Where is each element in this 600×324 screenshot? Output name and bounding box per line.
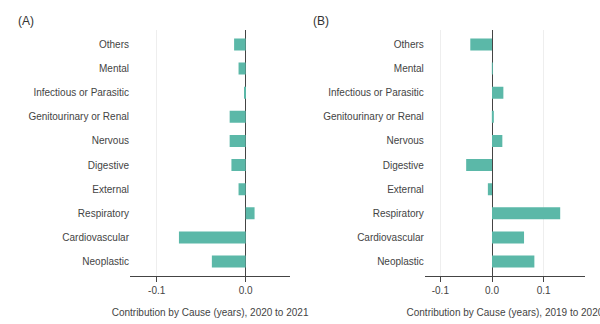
svg-text:Genitourinary or Renal: Genitourinary or Renal (28, 111, 129, 122)
svg-text:Mental: Mental (394, 63, 424, 74)
svg-text:Cardiovascular: Cardiovascular (62, 232, 129, 243)
svg-text:External: External (387, 184, 424, 195)
svg-text:Digestive: Digestive (88, 160, 130, 171)
svg-text:Contribution by Cause (years),: Contribution by Cause (years), 2020 to 2… (112, 307, 309, 318)
svg-text:Others: Others (99, 39, 129, 50)
svg-text:0.0: 0.0 (239, 285, 253, 296)
svg-text:Nervous: Nervous (92, 135, 129, 146)
svg-text:(B): (B) (313, 14, 329, 28)
svg-text:Digestive: Digestive (383, 160, 425, 171)
svg-text:0.0: 0.0 (485, 285, 499, 296)
svg-text:Infectious or Parasitic: Infectious or Parasitic (328, 87, 424, 98)
svg-text:Nervous: Nervous (387, 135, 424, 146)
svg-text:Infectious or Parasitic: Infectious or Parasitic (33, 87, 129, 98)
svg-text:Cardiovascular: Cardiovascular (357, 232, 424, 243)
svg-text:Respiratory: Respiratory (373, 208, 424, 219)
svg-text:Contribution by Cause (years),: Contribution by Cause (years), 2019 to 2… (407, 307, 600, 318)
svg-text:Mental: Mental (99, 63, 129, 74)
svg-text:Others: Others (394, 39, 424, 50)
svg-text:Neoplastic: Neoplastic (82, 256, 129, 267)
svg-text:Genitourinary or Renal: Genitourinary or Renal (323, 111, 424, 122)
svg-text:(A): (A) (18, 14, 34, 28)
svg-text:Neoplastic: Neoplastic (377, 256, 424, 267)
svg-text:Respiratory: Respiratory (78, 208, 129, 219)
svg-text:-0.1: -0.1 (432, 285, 450, 296)
svg-text:-0.1: -0.1 (148, 285, 166, 296)
svg-text:External: External (92, 184, 129, 195)
svg-text:0.1: 0.1 (537, 285, 551, 296)
